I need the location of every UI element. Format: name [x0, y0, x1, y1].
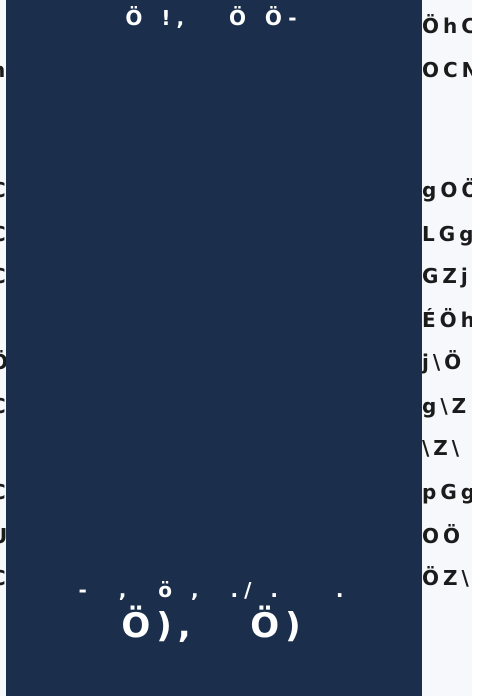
background-left-row: C	[0, 178, 8, 202]
overlay-panel[interactable]: Ö !, Ö Ö- - , ö , ./ . . Ö), Ö)	[6, 0, 422, 696]
background-left-row: U	[0, 524, 8, 548]
background-right-row: ÉÖh	[422, 308, 474, 332]
background-left-column: h C C C Ö C C U C	[0, 0, 8, 696]
panel-footer-line: - , ö , ./ . .	[78, 578, 350, 602]
panel-title: Ö !, Ö Ö-	[125, 6, 303, 30]
background-left-row: h	[0, 58, 8, 82]
background-left-row: Ö	[0, 350, 8, 374]
background-left-row: C	[0, 566, 8, 590]
background-right-row: OCN	[422, 58, 474, 82]
background-edge	[472, 0, 496, 696]
background-right-row: OÖ	[422, 524, 465, 548]
background-right-row: LGg	[422, 222, 474, 246]
background-right-row: ÖhC	[422, 14, 474, 38]
background-right-row: pGg	[422, 480, 474, 504]
background-left-row: C	[0, 264, 8, 288]
background-right-row: j\Ö	[422, 350, 466, 374]
background-left-row: C	[0, 394, 8, 418]
background-right-row: GZj	[422, 264, 472, 288]
background-right-row: gOÖ	[422, 178, 474, 202]
background-right-row: g\Z	[422, 394, 471, 418]
background-left-row: C	[0, 480, 8, 504]
background-right-row: \Z\	[422, 436, 464, 460]
panel-body	[6, 40, 422, 570]
background-left-row: C	[0, 222, 8, 246]
background-right-column: ÖhC OCN gOÖ LGg GZj ÉÖh j\Ö g\Z \Z\ pGg …	[418, 0, 474, 696]
background-right-row: ÖZ\	[422, 566, 473, 590]
panel-footer-text: Ö), Ö)	[121, 606, 307, 646]
